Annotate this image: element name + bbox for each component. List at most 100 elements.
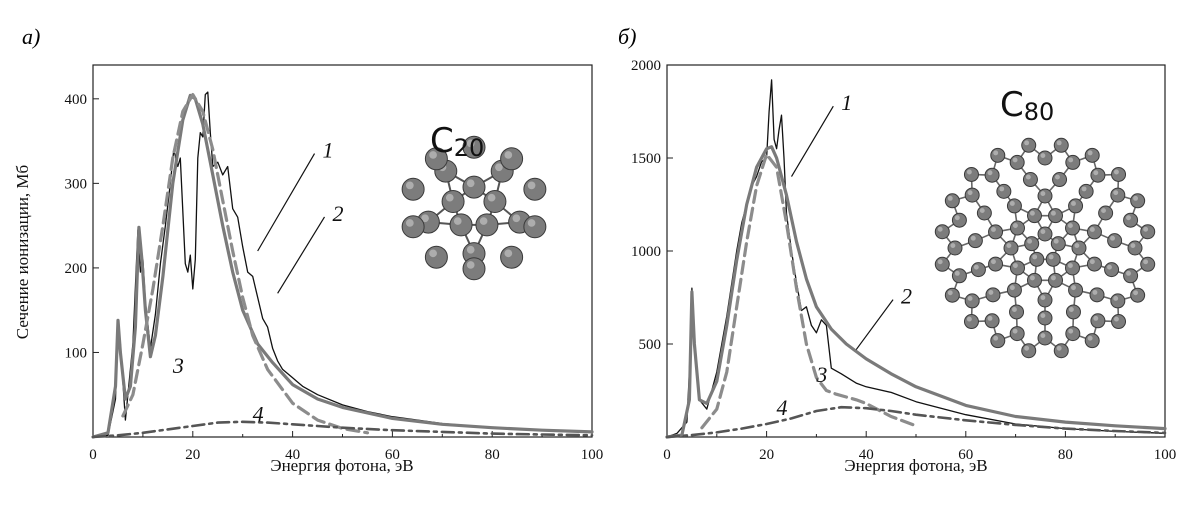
c80-atom [1053, 343, 1069, 359]
c20-atom-highlight [405, 181, 414, 190]
c80-atom [1006, 198, 1022, 214]
c80-atom [1065, 326, 1081, 342]
panel-a-x-ticks: 0 20 40 60 80 100 [89, 431, 603, 463]
series-2-line [91, 93, 594, 439]
c80-atom [967, 233, 983, 249]
c80-atom-highlight [970, 235, 976, 241]
c80-atom-highlight [1009, 285, 1015, 291]
panel-b-formula-subscript: 80 [1024, 98, 1055, 126]
c80-atom [1098, 205, 1114, 221]
panel-a-formula-symbol: C [430, 121, 454, 161]
c80-atom [963, 314, 979, 330]
c80-atom-highlight [1040, 313, 1046, 318]
c80-atom-highlight [1089, 227, 1095, 232]
panel-a-x-axis-label: Энергия фотона, эВ [270, 456, 413, 475]
c80-atom [1065, 220, 1081, 236]
panel-b-x-ticks: 0 20 40 60 80 100 [663, 431, 1176, 463]
series-2-line [665, 145, 1167, 439]
curve-3-label: 3 [815, 362, 827, 387]
c80-atom [1009, 326, 1025, 342]
c80-atom-highlight [1087, 335, 1093, 341]
c80-atom [1022, 172, 1038, 188]
c80-atom-highlight [999, 186, 1005, 192]
c80-atom [947, 240, 963, 256]
c80-atom-highlight [987, 315, 993, 321]
x-tick-label: 80 [1058, 447, 1073, 463]
c80-atom [1021, 137, 1037, 153]
c20-atom-highlight [453, 217, 462, 225]
series-3-line [121, 92, 370, 435]
c20-atom-highlight [445, 193, 454, 202]
c80-atom-highlight [1071, 285, 1076, 291]
c80-atom [1071, 240, 1087, 256]
c20-atom-highlight [487, 193, 496, 202]
c80-atom [1048, 272, 1064, 288]
x-tick-label: 80 [485, 447, 500, 463]
c80-atom-highlight [1024, 140, 1030, 146]
panel-b-formula-symbol: C [1000, 85, 1024, 125]
c80-atom [944, 287, 960, 303]
c20-atom [523, 215, 547, 239]
curve-2-label: 2 [901, 284, 912, 309]
c20-atom [462, 257, 486, 281]
c80-atom-highlight [1093, 315, 1099, 321]
c20-atom [401, 215, 425, 239]
x-tick-label: 100 [1154, 447, 1177, 463]
x-tick-label: 0 [663, 447, 671, 463]
c20-atom-highlight [495, 163, 503, 172]
c80-atom [951, 212, 967, 228]
c80-atom-highlight [1006, 243, 1012, 248]
c80-atom [1090, 313, 1106, 329]
c80-atom [1006, 282, 1022, 298]
panel-b-y-ticks: 500 1000 1500 2000 [631, 58, 673, 353]
c80-atom-highlight [1032, 254, 1038, 260]
c80-atom [1089, 287, 1105, 303]
c80-atom [970, 262, 986, 278]
c20-atom-highlight [429, 249, 437, 258]
c20-atom [500, 245, 524, 269]
c80-atom-highlight [966, 316, 972, 322]
c80-atom [1104, 262, 1120, 278]
c80-atom [1026, 272, 1042, 288]
c80-atom [1123, 268, 1139, 284]
c80-atom-highlight [1012, 328, 1018, 334]
c80-atom [944, 193, 960, 209]
y-tick-label: 200 [65, 261, 88, 277]
c80-atom [1084, 333, 1100, 349]
curve-2-leader [855, 299, 894, 350]
x-tick-label: 60 [385, 447, 400, 463]
c20-atom [424, 245, 448, 269]
c80-atom-highlight [1040, 229, 1046, 234]
c80-atom-highlight [1113, 316, 1119, 322]
curve-1-label: 1 [323, 138, 334, 163]
c80-atom-highlight [1050, 210, 1056, 216]
x-tick-label: 100 [581, 447, 604, 463]
c80-atom-highlight [1110, 235, 1115, 241]
y-tick-label: 1500 [631, 151, 661, 167]
c80-atom-highlight [1092, 289, 1098, 295]
c80-atom [1052, 172, 1068, 188]
c80-atom-highlight [990, 259, 996, 265]
c80-atom [996, 183, 1012, 199]
panel-a-curve-labels: 1 2 3 4 [172, 138, 344, 427]
c80-molecule-image [934, 137, 1156, 359]
c80-atom-highlight [1009, 201, 1015, 206]
c80-atom [988, 224, 1004, 240]
panel-a-y-axis-label: Сечение ионизации, Мб [13, 165, 32, 339]
panel-a-series [91, 91, 594, 439]
c80-atom-highlight [1012, 263, 1018, 268]
c20-atom-highlight [466, 139, 475, 148]
panel-b-x-axis-label: Энергия фотона, эВ [844, 456, 987, 475]
c80-atom-highlight [1133, 290, 1139, 296]
c80-atom-highlight [1012, 223, 1018, 229]
x-tick-label: 40 [859, 447, 874, 463]
c80-atom [984, 167, 1000, 183]
c80-atom-highlight [988, 289, 994, 295]
c80-atom-highlight [987, 170, 993, 176]
c80-atom [1037, 150, 1053, 166]
y-tick-label: 500 [639, 337, 662, 353]
panel-b-curve-labels: 1 2 3 4 [777, 90, 913, 420]
curve-2-leader [277, 216, 326, 294]
